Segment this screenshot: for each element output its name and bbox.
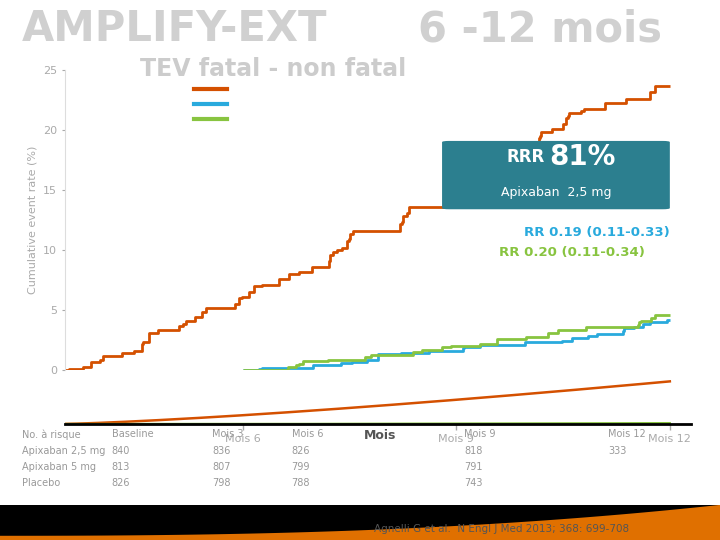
Text: 826: 826: [112, 478, 130, 488]
Text: 743: 743: [464, 478, 483, 488]
Text: 788: 788: [292, 478, 310, 488]
Text: 840: 840: [112, 446, 130, 456]
Text: 836: 836: [212, 446, 231, 456]
Text: Apixaban 5 mg: Apixaban 5 mg: [22, 462, 96, 472]
Text: Mois: Mois: [364, 429, 396, 442]
Text: 799: 799: [292, 462, 310, 472]
Text: Agnelli G et al.  N Engl J Med 2013; 368: 699-708: Agnelli G et al. N Engl J Med 2013; 368:…: [374, 523, 629, 534]
Text: 798: 798: [212, 478, 231, 488]
Text: 6 -12 mois: 6 -12 mois: [418, 8, 662, 50]
Text: 333: 333: [608, 446, 627, 456]
Text: RRR: RRR: [506, 147, 544, 166]
Text: Mois 12: Mois 12: [608, 429, 646, 440]
FancyBboxPatch shape: [442, 141, 670, 210]
Text: Placebo: Placebo: [22, 478, 60, 488]
Text: 826: 826: [292, 446, 310, 456]
Text: Apixaban  2,5 mg: Apixaban 2,5 mg: [500, 186, 611, 199]
Text: Apixaban 2,5 mg: Apixaban 2,5 mg: [22, 446, 105, 456]
Text: Mois 6: Mois 6: [292, 429, 323, 440]
Text: TEV fatal - non fatal: TEV fatal - non fatal: [140, 57, 407, 80]
Text: 818: 818: [464, 446, 483, 456]
Text: RR 0.20 (0.11-0.34): RR 0.20 (0.11-0.34): [499, 246, 645, 259]
Text: Mois 9: Mois 9: [464, 429, 496, 440]
Y-axis label: Cumulative event rate (%): Cumulative event rate (%): [27, 146, 37, 294]
Text: No. à risque: No. à risque: [22, 429, 80, 440]
Polygon shape: [0, 505, 720, 540]
Text: 807: 807: [212, 462, 231, 472]
Text: Baseline: Baseline: [112, 429, 153, 440]
Text: AMPLIFY-EXT: AMPLIFY-EXT: [22, 8, 327, 50]
Text: 81%: 81%: [549, 143, 615, 171]
Text: 813: 813: [112, 462, 130, 472]
Text: Mois 3: Mois 3: [212, 429, 244, 440]
Text: RR 0.19 (0.11-0.33): RR 0.19 (0.11-0.33): [524, 226, 670, 239]
Text: 791: 791: [464, 462, 483, 472]
